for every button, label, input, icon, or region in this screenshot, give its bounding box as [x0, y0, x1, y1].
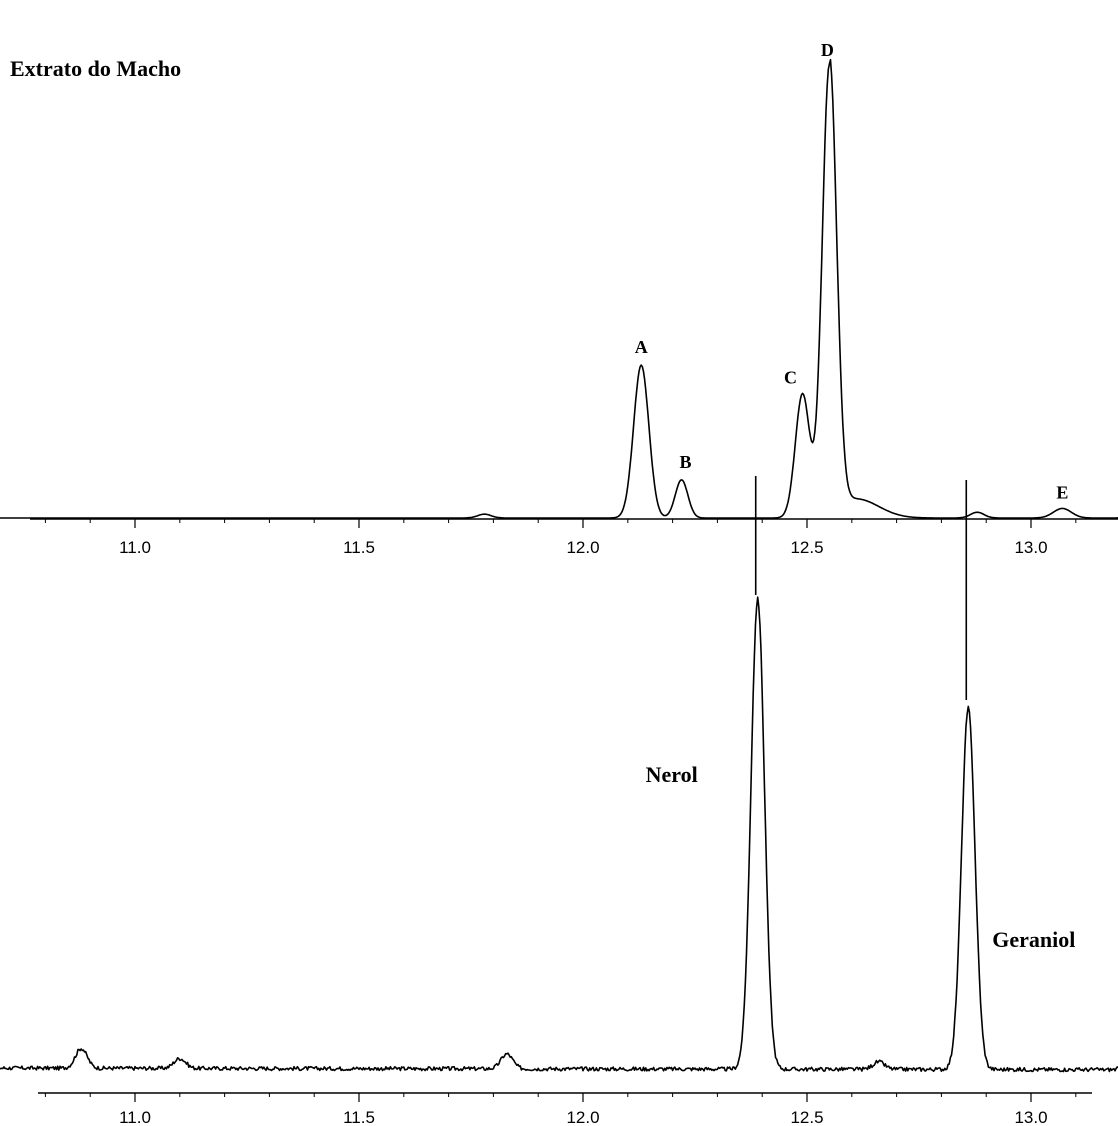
bottom-tick-label: 11.0: [119, 1108, 151, 1126]
bottom-chromatogram: 11.011.512.012.513.013.514.014.515.0Nero…: [0, 596, 1118, 1126]
bottom-tick-label: 13.0: [1014, 1108, 1047, 1126]
chart-title: Extrato do Macho: [10, 56, 181, 81]
peak-label-b: B: [680, 452, 692, 472]
bottom-tick-label: 12.0: [566, 1108, 599, 1126]
top-tick-label: 12.0: [566, 538, 599, 557]
top-tick-label: 12.5: [790, 538, 823, 557]
top-tick-label: 11.0: [119, 538, 151, 557]
top-trace-line: [0, 58, 1118, 519]
bottom-tick-label: 12.5: [790, 1108, 823, 1126]
bottom-trace-line: [0, 596, 1118, 1073]
peak-label-nerol: Nerol: [646, 762, 698, 787]
top-chromatogram: 11.011.512.012.513.013.514.014.515.0ABCD…: [0, 40, 1118, 557]
retention-markers: [754, 476, 968, 700]
peak-label-c: C: [784, 367, 797, 387]
peak-label-d: D: [821, 40, 834, 60]
peak-label-e: E: [1056, 482, 1068, 502]
peak-label-geraniol: Geraniol: [992, 927, 1075, 952]
bottom-tick-label: 11.5: [343, 1108, 375, 1126]
top-tick-label: 11.5: [343, 538, 375, 557]
peak-label-a: A: [635, 337, 648, 357]
top-tick-label: 13.0: [1014, 538, 1047, 557]
